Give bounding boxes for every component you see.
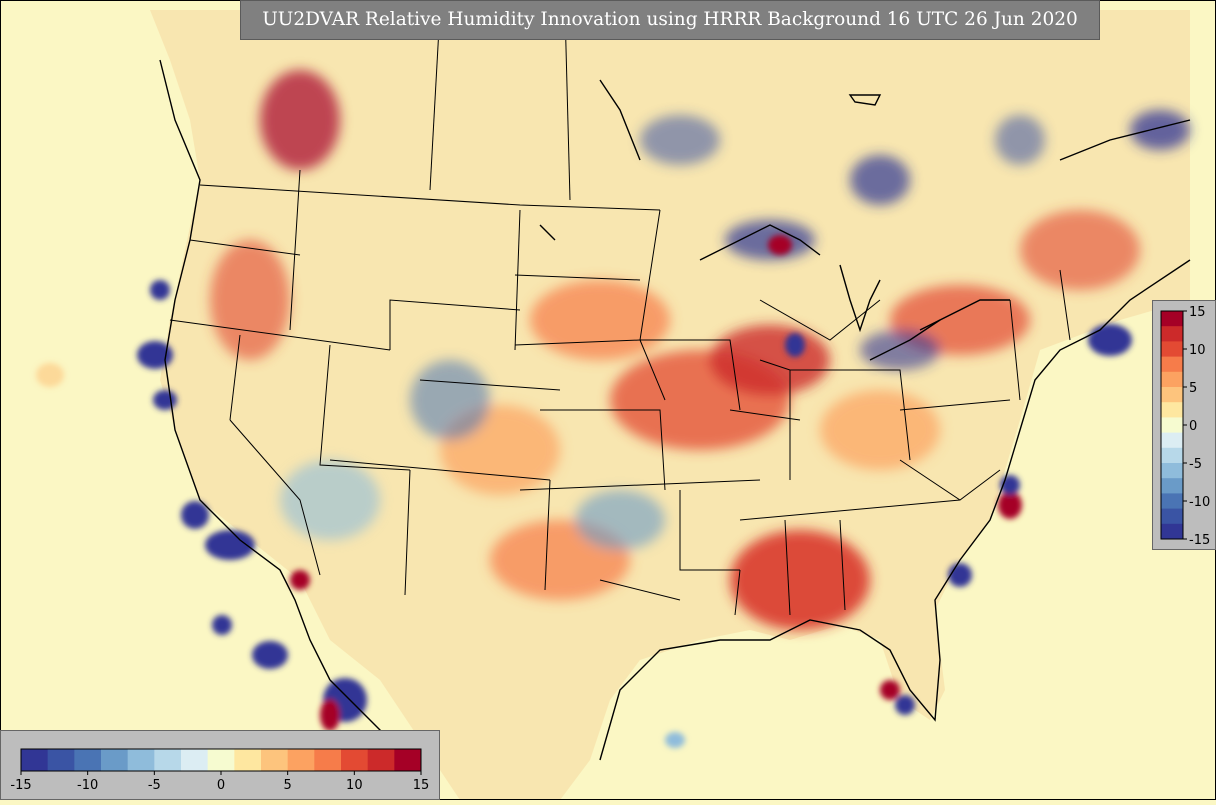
colorbar-cell — [1161, 341, 1183, 358]
colorbar-cell — [21, 749, 49, 771]
colorbar-tick-label: -15 — [10, 778, 31, 793]
colorbar-tick-label: 5 — [284, 778, 292, 793]
colorbar-cell — [154, 749, 182, 771]
horizontal-colorbar: -15 -10 -5 0 5 10 15 — [10, 748, 429, 793]
colorbar-tick-label: 0 — [217, 778, 225, 793]
colorbar-cell — [1161, 387, 1183, 403]
colorbar-cell — [1161, 311, 1183, 327]
colorbar-cell — [1161, 402, 1183, 418]
title-box: UU2DVAR Relative Humidity Innovation usi… — [240, 0, 1100, 40]
colorbar-tick-label: 0 — [1189, 419, 1197, 434]
colorbar-cell — [1161, 326, 1183, 342]
colorbar-tick-label: -5 — [1189, 457, 1202, 472]
colorbar-cell — [1161, 417, 1183, 434]
colorbar-tick-label: 15 — [1189, 305, 1206, 320]
colorbar-cell — [287, 749, 315, 771]
state-borders — [169, 9, 1071, 616]
vertical-colorbar-ticks: 15 10 5 0 -5 -10 -15 — [1183, 305, 1210, 548]
colorbar-tick-label: -15 — [1189, 533, 1210, 548]
horizontal-colorbar-cells — [21, 749, 422, 771]
colorbar-cell — [1161, 463, 1183, 479]
colorbar-tick-label: 10 — [346, 778, 363, 793]
colorbar-cell — [101, 749, 129, 771]
horizontal-colorbar-ticks: -15 -10 -5 0 5 10 15 — [10, 771, 429, 793]
horizontal-colorbar-panel: -15 -10 -5 0 5 10 15 — [0, 730, 440, 800]
colorbar-cell — [1161, 356, 1183, 373]
map-title: UU2DVAR Relative Humidity Innovation usi… — [262, 9, 1078, 30]
vertical-colorbar-cells — [1161, 311, 1183, 540]
colorbar-cell — [261, 749, 289, 771]
colorbar-cell — [1161, 447, 1183, 464]
colorbar-cell — [314, 749, 342, 771]
vertical-colorbar-panel: 15 10 5 0 -5 -10 -15 — [1152, 300, 1216, 550]
colorbar-cell — [1161, 478, 1183, 494]
vertical-colorbar: 15 10 5 0 -5 -10 -15 — [1160, 305, 1210, 548]
colorbar-cell — [47, 749, 75, 771]
colorbar-cell — [234, 749, 262, 771]
colorbar-cell — [181, 749, 209, 771]
colorbar-cell — [341, 749, 369, 771]
colorbar-cell — [1161, 371, 1183, 388]
colorbar-cell — [127, 749, 155, 771]
colorbar-tick-label: -10 — [77, 778, 98, 793]
coastal-anomalies — [36, 235, 1132, 748]
colorbar-cell — [367, 749, 395, 771]
colorbar-cell — [1161, 493, 1183, 510]
colorbar-cell — [1161, 508, 1183, 525]
colorbar-tick-label: 15 — [413, 778, 430, 793]
colorbar-tick-label: 5 — [1189, 381, 1197, 396]
colorbar-cell — [1161, 523, 1183, 540]
colorbar-tick-label: -10 — [1189, 495, 1210, 510]
colorbar-cell — [1161, 432, 1183, 449]
colorbar-cell — [207, 749, 235, 771]
colorbar-tick-label: -5 — [148, 778, 161, 793]
colorbar-cell — [74, 749, 102, 771]
colorbar-tick-label: 10 — [1189, 343, 1206, 358]
colorbar-cell — [394, 749, 422, 771]
